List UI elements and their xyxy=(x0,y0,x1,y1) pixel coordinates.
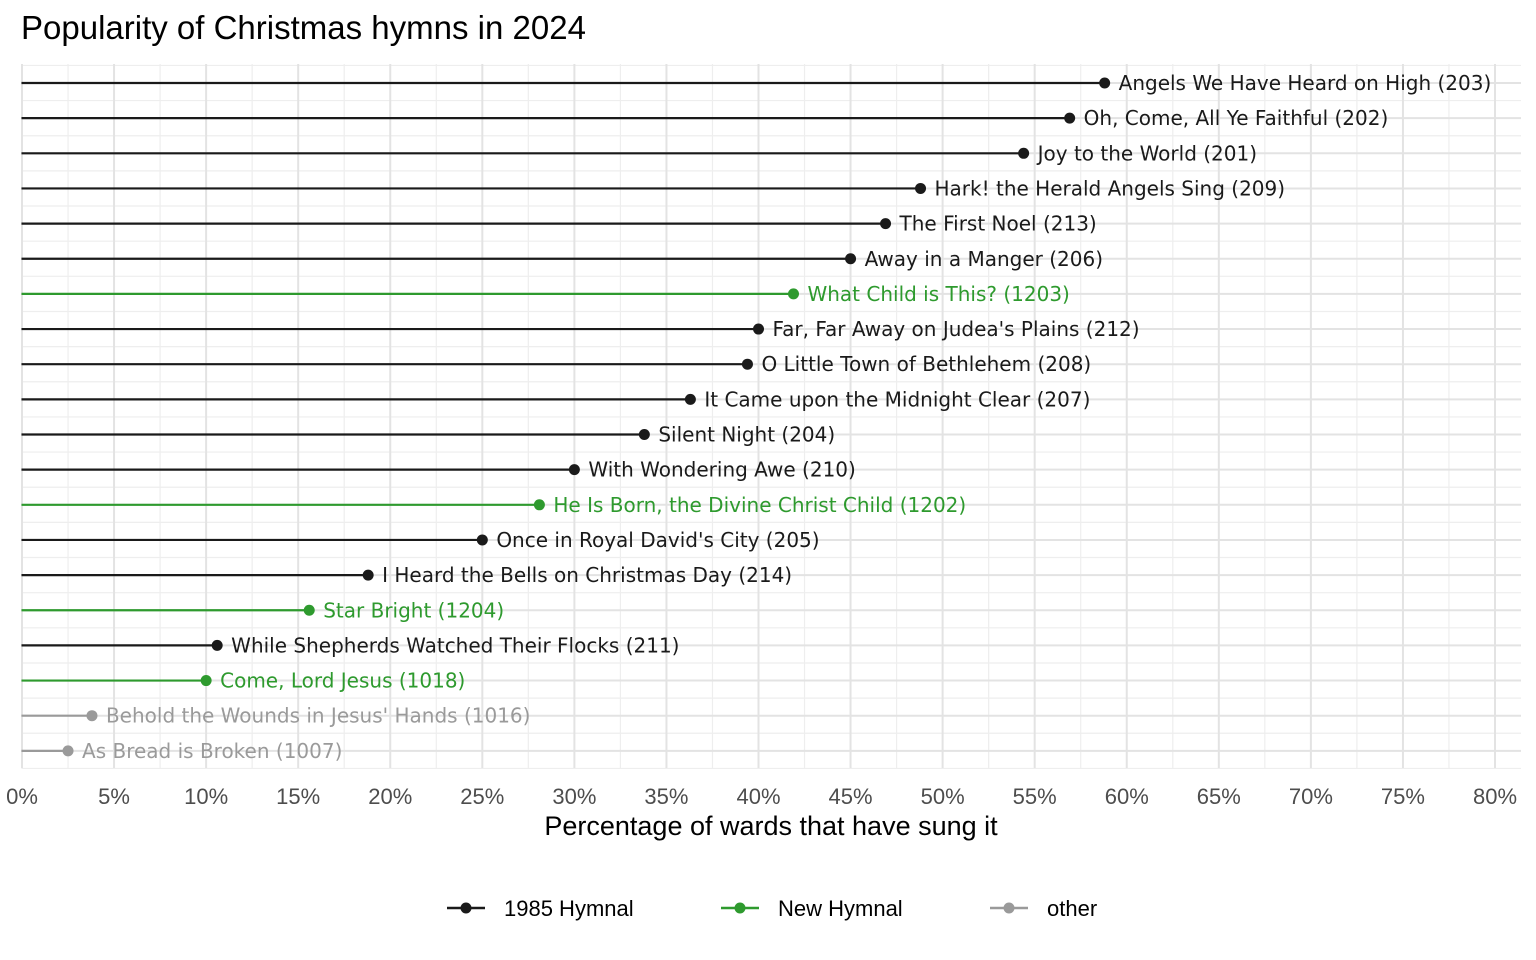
lollipop-point xyxy=(787,288,799,300)
point-label: What Child is This? (1203) xyxy=(807,282,1069,306)
x-tick-label: 75% xyxy=(1381,784,1425,809)
lollipop-point xyxy=(1064,112,1076,124)
x-tick-label: 15% xyxy=(276,784,320,809)
lollipop-point xyxy=(1099,77,1111,89)
lollipop-point xyxy=(845,253,857,265)
x-tick-label: 30% xyxy=(552,784,596,809)
lollipop-point xyxy=(568,464,580,476)
legend-marker xyxy=(1003,902,1015,914)
x-tick-label: 80% xyxy=(1473,784,1517,809)
lollipop-point xyxy=(915,182,927,194)
x-axis-ticks: 0% 5% 10% 15% 20% 25% 30% 35% 40% 45% 50% 55% 60% 65%… xyxy=(6,784,1517,809)
lollipop-point xyxy=(476,534,488,546)
lollipop-point xyxy=(638,429,650,440)
x-tick-label: 60% xyxy=(1105,784,1149,809)
point-label: It Came upon the Midnight Clear (207) xyxy=(704,387,1090,411)
x-tick-label: 55% xyxy=(1013,784,1057,809)
point-label: Come, Lord Jesus (1018) xyxy=(220,669,465,693)
x-tick-label: 0% xyxy=(6,784,38,809)
lollipop-point xyxy=(86,710,98,722)
x-axis-label: Percentage of wards that have sung it xyxy=(544,811,998,841)
lollipop-point xyxy=(62,745,74,757)
legend-label: other xyxy=(1047,896,1097,921)
lollipop-point xyxy=(211,639,223,651)
point-label: As Bread is Broken (1007) xyxy=(82,739,342,763)
lollipop-point xyxy=(880,218,892,230)
point-label: Once in Royal David's City (205) xyxy=(496,528,819,552)
x-tick-label: 5% xyxy=(98,784,130,809)
x-tick-label: 50% xyxy=(921,784,965,809)
legend-marker xyxy=(734,902,746,914)
point-label: The First Noel (213) xyxy=(899,212,1097,236)
point-label: With Wondering Awe (210) xyxy=(588,458,855,482)
point-label: While Shepherds Watched Their Flocks (21… xyxy=(231,633,679,657)
point-label: Behold the Wounds in Jesus' Hands (1016) xyxy=(106,704,531,728)
point-label: I Heard the Bells on Christmas Day (214) xyxy=(382,563,792,587)
legend-label: 1985 Hymnal xyxy=(504,896,634,921)
lollipop-point xyxy=(303,604,315,616)
lollipop-point xyxy=(741,358,753,370)
point-label: Star Bright (1204) xyxy=(323,598,504,622)
x-tick-label: 35% xyxy=(644,784,688,809)
x-tick-label: 10% xyxy=(184,784,228,809)
lollipop-point xyxy=(533,499,545,511)
x-tick-label: 65% xyxy=(1197,784,1241,809)
point-label: Angels We Have Heard on High (203) xyxy=(1119,71,1492,95)
lollipop-point xyxy=(200,675,212,687)
point-label: Joy to the World (201) xyxy=(1036,141,1257,165)
legend: 1985 Hymnal New Hymnal other xyxy=(447,896,1097,921)
x-tick-label: 70% xyxy=(1289,784,1333,809)
legend-marker xyxy=(460,902,472,914)
point-label: Far, Far Away on Judea's Plains (212) xyxy=(773,317,1140,341)
legend-label: New Hymnal xyxy=(778,896,903,921)
point-label: O Little Town of Bethlehem (208) xyxy=(761,352,1091,376)
lollipop-point xyxy=(1018,147,1030,159)
point-label: He Is Born, the Divine Christ Child (120… xyxy=(553,493,966,517)
x-tick-label: 25% xyxy=(460,784,504,809)
x-tick-label: 45% xyxy=(829,784,873,809)
lollipop-point xyxy=(362,569,374,581)
point-label: Silent Night (204) xyxy=(658,423,835,447)
lollipop-point xyxy=(684,393,696,405)
chart-marks: Angels We Have Heard on High (203) Oh, Co… xyxy=(21,71,1492,763)
x-tick-label: 40% xyxy=(736,784,780,809)
chart-title: Popularity of Christmas hymns in 2024 xyxy=(21,9,586,46)
point-label: Away in a Manger (206) xyxy=(865,247,1103,271)
point-label: Hark! the Herald Angels Sing (209) xyxy=(935,176,1286,200)
x-tick-label: 20% xyxy=(368,784,412,809)
point-label: Oh, Come, All Ye Faithful (202) xyxy=(1084,106,1389,130)
lollipop-point xyxy=(753,323,764,335)
